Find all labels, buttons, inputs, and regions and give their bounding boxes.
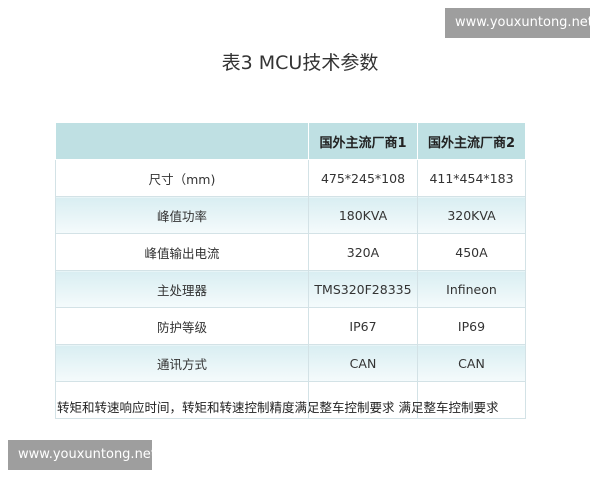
table-cell: CAN xyxy=(308,344,418,382)
table-row: 峰值功率 180KVA 320KVA xyxy=(55,196,526,234)
table-cell: 320A xyxy=(308,233,418,271)
header-cell xyxy=(55,122,309,160)
table-row: 防护等级 IP67 IP69 xyxy=(55,307,526,345)
table-cell: 防护等级 xyxy=(55,307,309,345)
table-cell: 320KVA xyxy=(417,196,526,234)
table-cell: IP69 xyxy=(417,307,526,345)
watermark-bottom: www.youxuntong.net xyxy=(8,440,156,470)
table-cell: 峰值输出电流 xyxy=(55,233,309,271)
table-cell: 通讯方式 xyxy=(55,344,309,382)
table-cell xyxy=(308,381,418,419)
table-row: 主处理器 TMS320F28335 Infineon xyxy=(55,270,526,308)
table-cell: 450A xyxy=(417,233,526,271)
table-header-row: 国外主流厂商1 国外主流厂商2 xyxy=(55,122,526,160)
table-cell: 180KVA xyxy=(308,196,418,234)
table-cell: 411*454*183 xyxy=(417,159,526,197)
table-cell: IP67 xyxy=(308,307,418,345)
header-cell: 国外主流厂商2 xyxy=(417,122,526,160)
mcu-parameters-table: 国外主流厂商1 国外主流厂商2 尺寸（mm) 475*245*108 411*4… xyxy=(55,122,526,419)
table-cell xyxy=(55,381,309,419)
table-row xyxy=(55,381,526,419)
table-cell: Infineon xyxy=(417,270,526,308)
table-row: 通讯方式 CAN CAN xyxy=(55,344,526,382)
table-row: 尺寸（mm) 475*245*108 411*454*183 xyxy=(55,159,526,197)
table-cell xyxy=(417,381,526,419)
table-row: 峰值输出电流 320A 450A xyxy=(55,233,526,271)
table-cell: 峰值功率 xyxy=(55,196,309,234)
header-cell: 国外主流厂商1 xyxy=(308,122,418,160)
table-cell: TMS320F28335 xyxy=(308,270,418,308)
table-cell: CAN xyxy=(417,344,526,382)
note-row-text: 转矩和转速响应时间，转矩和转速控制精度满足整车控制要求 满足整车控制要求 xyxy=(57,400,499,415)
table-title: 表3 MCU技术参数 xyxy=(221,52,379,74)
watermark-top: www.youxuntong.net xyxy=(445,8,593,38)
table-cell: 475*245*108 xyxy=(308,159,418,197)
table-cell: 主处理器 xyxy=(55,270,309,308)
table-cell: 尺寸（mm) xyxy=(55,159,309,197)
